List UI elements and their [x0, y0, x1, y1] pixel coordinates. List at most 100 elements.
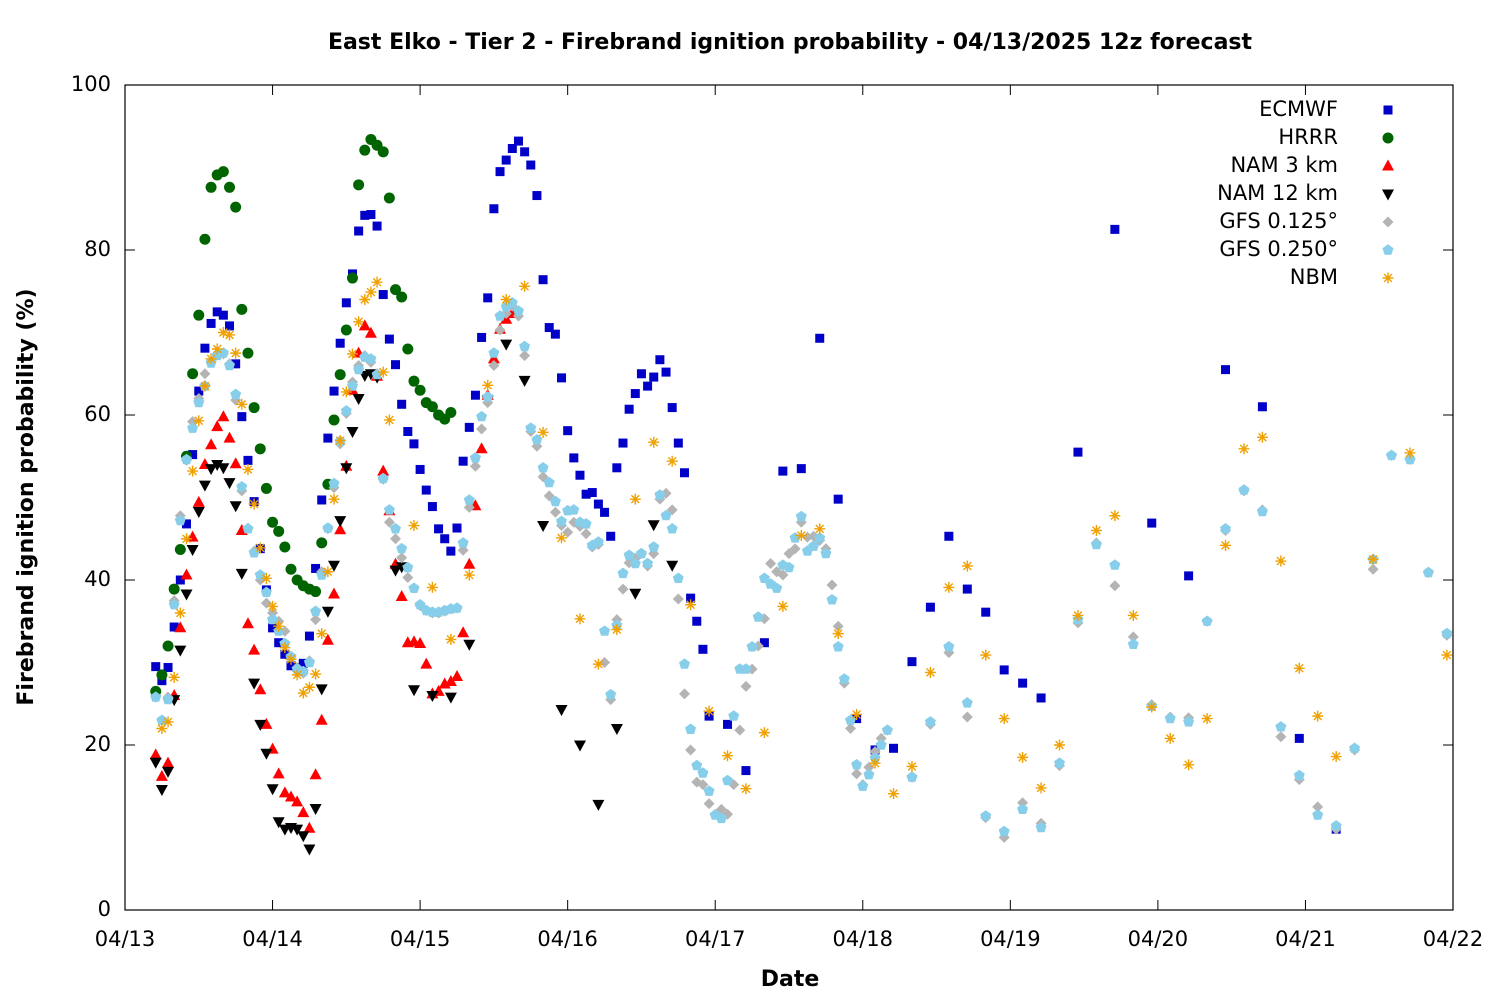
data-point	[163, 662, 173, 672]
data-point	[666, 455, 678, 467]
data-point	[280, 649, 290, 659]
data-point	[364, 326, 377, 338]
data-point	[408, 375, 420, 387]
data-point	[346, 272, 358, 284]
data-point	[334, 523, 347, 535]
data-point	[341, 298, 351, 308]
data-point	[260, 748, 273, 760]
data-point	[463, 569, 475, 581]
data-point	[340, 405, 352, 416]
data-point	[217, 463, 230, 475]
data-point	[353, 179, 365, 191]
data-point	[193, 415, 205, 427]
data-point	[980, 810, 992, 821]
data-point	[452, 523, 462, 533]
data-point	[758, 727, 770, 739]
x-tick-label: 04/21	[1275, 927, 1336, 951]
data-point	[599, 657, 611, 668]
data-point	[998, 713, 1010, 725]
data-point	[248, 678, 261, 690]
data-point	[592, 799, 605, 811]
legend-label: GFS 0.125°	[1219, 209, 1338, 233]
data-point	[199, 233, 211, 245]
data-point	[268, 623, 278, 633]
data-point	[907, 657, 917, 667]
legend-label: NBM	[1290, 265, 1338, 289]
data-point	[1367, 563, 1379, 575]
legend-label: GFS 0.250°	[1219, 237, 1338, 261]
x-tick-label: 04/16	[537, 927, 598, 951]
chart-title: East Elko - Tier 2 - Firebrand ignition …	[328, 30, 1253, 55]
data-point	[303, 821, 316, 833]
data-point	[1035, 782, 1047, 794]
data-point	[223, 478, 236, 490]
data-point	[272, 817, 285, 829]
data-point	[672, 572, 684, 583]
data-point	[635, 547, 647, 559]
data-point	[310, 668, 322, 680]
data-point	[396, 552, 408, 564]
data-point	[383, 192, 395, 204]
data-point	[310, 605, 322, 616]
data-point	[414, 599, 426, 610]
data-point	[383, 504, 395, 515]
data-point	[1404, 447, 1416, 459]
data-point	[408, 582, 420, 593]
data-point	[390, 533, 401, 545]
data-point	[666, 523, 678, 534]
data-point	[672, 593, 684, 605]
data-point	[1036, 693, 1046, 703]
x-tick-label: 04/20	[1128, 927, 1189, 951]
data-point	[1293, 769, 1305, 781]
data-point	[192, 507, 205, 518]
data-point	[734, 724, 746, 736]
data-point	[1312, 809, 1324, 820]
data-point	[629, 588, 642, 600]
data-point	[857, 780, 869, 791]
y-tick-label: 40	[84, 567, 111, 591]
data-point	[1054, 739, 1066, 751]
data-point	[507, 144, 517, 154]
data-point	[360, 210, 370, 220]
data-point	[243, 455, 253, 465]
data-point	[642, 557, 654, 569]
data-point	[649, 372, 659, 382]
series	[150, 297, 1453, 837]
data-point	[981, 607, 991, 617]
data-point	[679, 688, 690, 700]
data-point	[685, 723, 697, 734]
data-point	[722, 774, 733, 786]
data-point	[520, 147, 530, 157]
data-point	[180, 568, 193, 580]
data-point	[457, 626, 470, 638]
data-point	[838, 673, 850, 684]
data-point	[316, 537, 328, 549]
data-point	[1147, 518, 1157, 528]
data-point	[629, 557, 641, 569]
data-point	[556, 515, 567, 527]
data-point	[230, 388, 242, 400]
data-point	[389, 565, 402, 577]
data-point	[648, 541, 660, 552]
data-point	[317, 495, 327, 505]
data-point	[476, 410, 488, 422]
data-point	[328, 477, 340, 489]
data-point	[155, 769, 168, 781]
data-point	[174, 621, 187, 633]
data-point	[193, 309, 205, 321]
data-point	[248, 547, 260, 558]
data-point	[303, 681, 315, 693]
data-point	[875, 732, 887, 744]
data-point	[297, 831, 310, 843]
data-point	[298, 658, 308, 668]
data-point	[254, 569, 266, 580]
data-point	[272, 767, 285, 779]
legend-marker	[1382, 272, 1394, 284]
data-point	[278, 786, 291, 798]
data-point	[260, 572, 272, 584]
data-point	[1275, 555, 1287, 567]
data-point	[612, 463, 622, 473]
data-point	[335, 338, 345, 348]
data-point	[814, 532, 826, 543]
data-point	[205, 438, 218, 450]
